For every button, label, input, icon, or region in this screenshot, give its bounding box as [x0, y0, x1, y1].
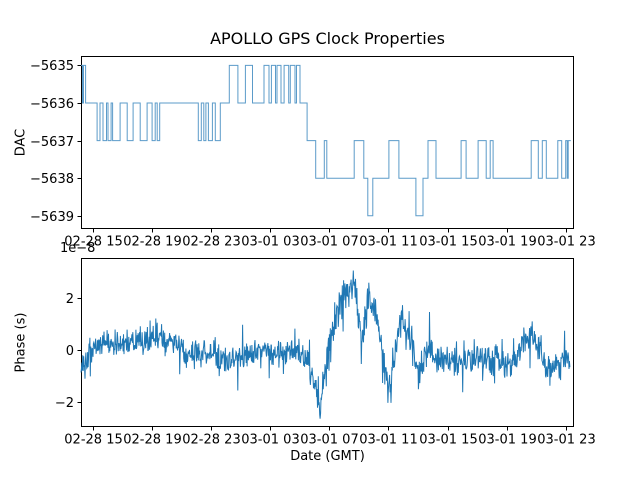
dac-subplot: 02-28 15 02-28 19 02-28 23 03-01 03 03-01 07… [30, 56, 596, 250]
y-tick-label: −5635 [30, 59, 74, 74]
x-tick-label: 03-01 11 [359, 235, 417, 250]
x-tick-label: 03-01 19 [478, 433, 536, 448]
x-tick-label: 03-01 03 [241, 433, 299, 448]
y-tick-label: −5639 [30, 210, 74, 225]
date-axis-label: Date (GMT) [290, 449, 365, 464]
x-tick-label: 03-01 03 [241, 235, 299, 250]
x-tick-label: 03-01 23 [537, 235, 595, 250]
x-tick-label: 03-01 23 [537, 433, 595, 448]
phase-noise-line [80, 270, 571, 419]
dac-step-line [81, 64, 571, 217]
y-tick-label: 0 [66, 344, 74, 359]
y-axis-ticks: −5635 −5636 −5637 −5638 −5639 [30, 59, 81, 225]
x-tick-label: 03-01 11 [359, 433, 417, 448]
y-tick-label: 2 [66, 292, 74, 307]
y-axis-ticks: −2 0 2 [55, 292, 81, 411]
dac-axis-label: DAC [13, 128, 29, 157]
x-tick-label: 03-01 07 [300, 235, 358, 250]
x-tick-label: 02-28 23 [182, 433, 240, 448]
x-axis-ticks: 02-28 15 02-28 19 02-28 23 03-01 03 03-01 07… [64, 229, 596, 250]
chart-title: APOLLO GPS Clock Properties [210, 29, 445, 48]
phase-axis-label: Phase (s) [13, 312, 29, 373]
x-axis-ticks: 02-28 15 02-28 19 02-28 23 03-01 03 03-01 07… [64, 427, 596, 448]
y-tick-label: −2 [55, 396, 74, 411]
y-tick-label: −5637 [30, 135, 74, 150]
phase-offset-text: 1e−8 [60, 241, 96, 256]
y-tick-label: −5638 [30, 172, 74, 187]
x-tick-label: 02-28 19 [123, 235, 181, 250]
x-tick-label: 03-01 15 [419, 433, 477, 448]
x-tick-label: 03-01 07 [300, 433, 358, 448]
x-tick-label: 02-28 19 [123, 433, 181, 448]
axes-spines [81, 56, 574, 229]
phase-subplot: 02-28 15 02-28 19 02-28 23 03-01 03 03-01 07… [55, 258, 596, 448]
x-tick-label: 03-01 15 [419, 235, 477, 250]
axes-spines [81, 258, 574, 427]
x-tick-label: 02-28 15 [64, 235, 122, 250]
x-tick-label: 02-28 15 [64, 433, 122, 448]
y-tick-label: −5636 [30, 97, 74, 112]
x-tick-label: 02-28 23 [182, 235, 240, 250]
x-tick-label: 03-01 19 [478, 235, 536, 250]
